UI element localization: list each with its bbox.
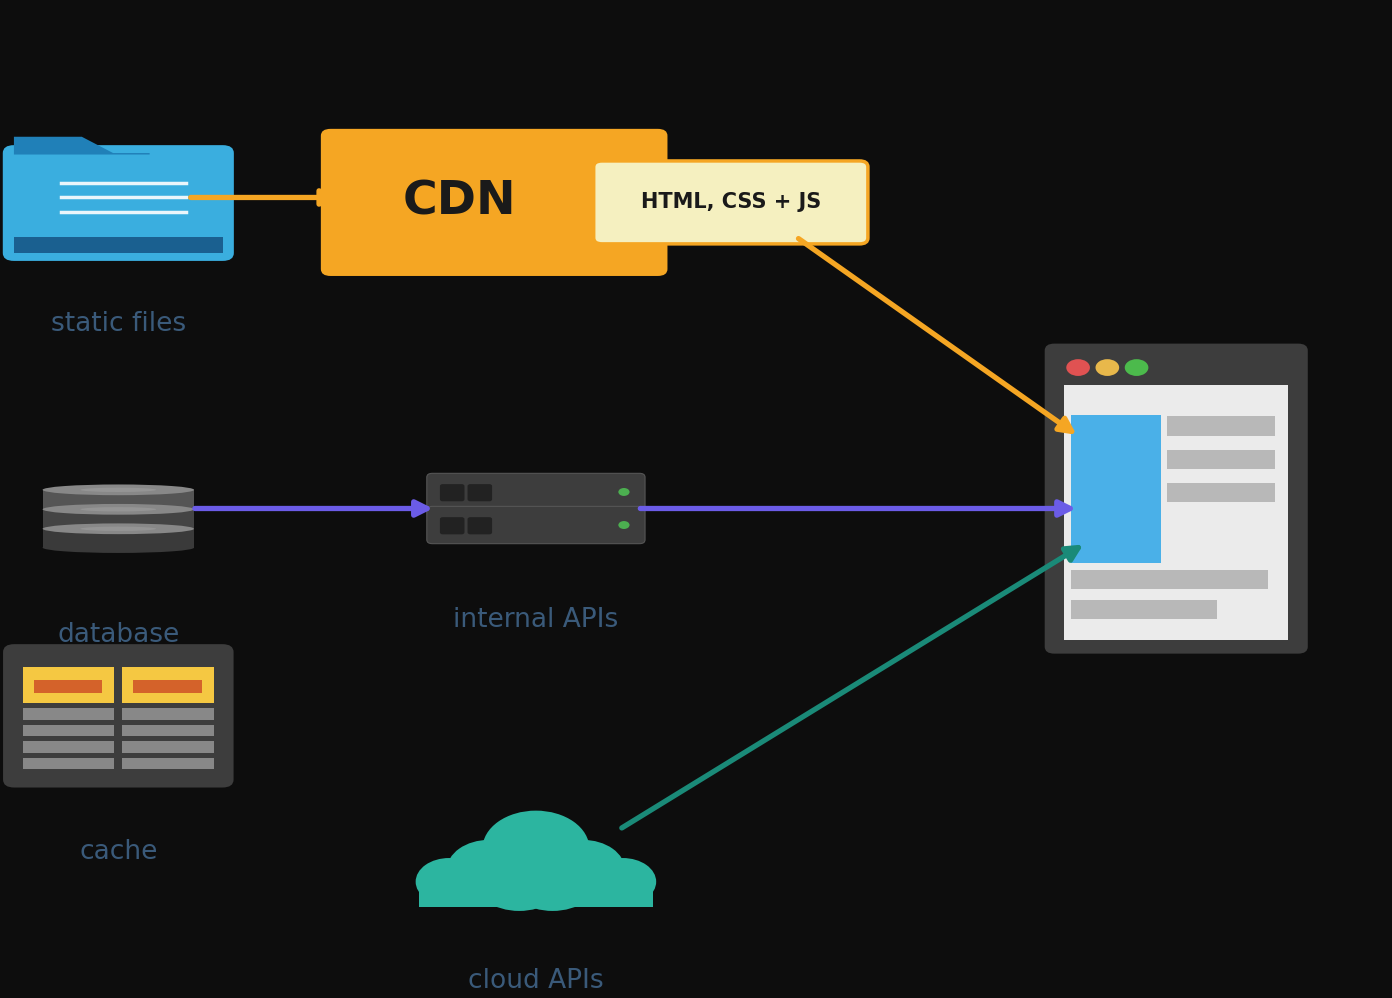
FancyBboxPatch shape (1168, 483, 1275, 502)
Circle shape (540, 840, 625, 900)
Polygon shape (43, 509, 193, 528)
Circle shape (589, 858, 656, 905)
FancyBboxPatch shape (1168, 416, 1275, 436)
FancyBboxPatch shape (122, 742, 214, 752)
Circle shape (1066, 359, 1090, 376)
FancyBboxPatch shape (1070, 570, 1268, 589)
Circle shape (472, 844, 567, 911)
FancyBboxPatch shape (320, 129, 667, 276)
Polygon shape (43, 529, 193, 548)
FancyBboxPatch shape (134, 680, 202, 693)
FancyBboxPatch shape (1070, 600, 1217, 620)
Ellipse shape (81, 507, 156, 511)
Text: cloud APIs: cloud APIs (468, 968, 604, 994)
FancyBboxPatch shape (122, 668, 214, 703)
Ellipse shape (43, 484, 193, 495)
Point (53, 177, 70, 189)
FancyBboxPatch shape (22, 757, 114, 769)
Circle shape (618, 521, 629, 529)
Circle shape (416, 858, 483, 905)
Text: internal APIs: internal APIs (454, 607, 618, 634)
Polygon shape (419, 881, 653, 907)
FancyBboxPatch shape (22, 742, 114, 752)
Circle shape (618, 488, 629, 496)
FancyBboxPatch shape (122, 709, 214, 720)
FancyBboxPatch shape (1063, 384, 1289, 640)
FancyBboxPatch shape (440, 484, 465, 501)
FancyBboxPatch shape (14, 237, 223, 253)
FancyBboxPatch shape (427, 473, 644, 511)
FancyBboxPatch shape (122, 725, 214, 737)
Circle shape (447, 840, 532, 900)
FancyBboxPatch shape (593, 161, 869, 244)
Point (178, 207, 195, 219)
FancyBboxPatch shape (427, 506, 644, 544)
Point (178, 192, 195, 204)
Text: static files: static files (50, 311, 187, 337)
Ellipse shape (43, 523, 193, 534)
FancyBboxPatch shape (3, 644, 234, 787)
Circle shape (1125, 359, 1148, 376)
Text: HTML, CSS + JS: HTML, CSS + JS (640, 193, 821, 213)
Text: cache: cache (79, 839, 157, 865)
FancyBboxPatch shape (1168, 450, 1275, 469)
FancyBboxPatch shape (440, 517, 465, 534)
FancyBboxPatch shape (22, 709, 114, 720)
FancyBboxPatch shape (1070, 415, 1161, 563)
Point (53, 192, 70, 204)
Circle shape (1096, 359, 1119, 376)
Point (178, 177, 195, 189)
FancyBboxPatch shape (3, 145, 234, 260)
FancyBboxPatch shape (468, 517, 493, 534)
FancyBboxPatch shape (1044, 343, 1308, 654)
FancyBboxPatch shape (468, 484, 493, 501)
FancyBboxPatch shape (1054, 350, 1297, 384)
FancyBboxPatch shape (22, 725, 114, 737)
Text: CDN: CDN (402, 180, 516, 225)
Ellipse shape (43, 542, 193, 553)
Text: database: database (57, 622, 180, 648)
FancyBboxPatch shape (33, 680, 102, 693)
Polygon shape (14, 137, 150, 155)
Circle shape (505, 844, 600, 911)
Ellipse shape (81, 527, 156, 531)
Polygon shape (43, 490, 193, 509)
Point (53, 207, 70, 219)
Ellipse shape (81, 488, 156, 492)
FancyBboxPatch shape (22, 668, 114, 703)
Circle shape (483, 810, 589, 886)
Ellipse shape (43, 504, 193, 515)
FancyBboxPatch shape (122, 757, 214, 769)
